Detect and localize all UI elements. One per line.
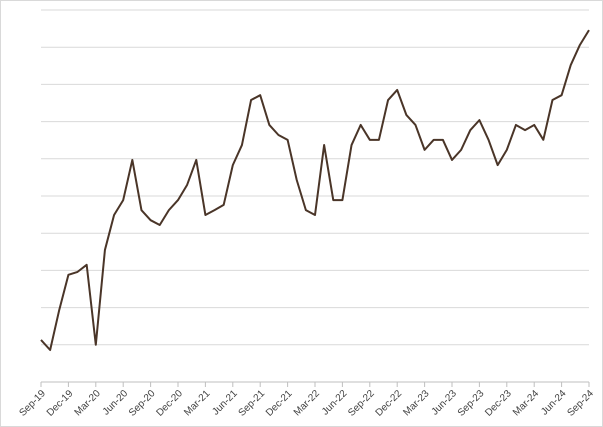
data-line — [40, 29, 590, 352]
